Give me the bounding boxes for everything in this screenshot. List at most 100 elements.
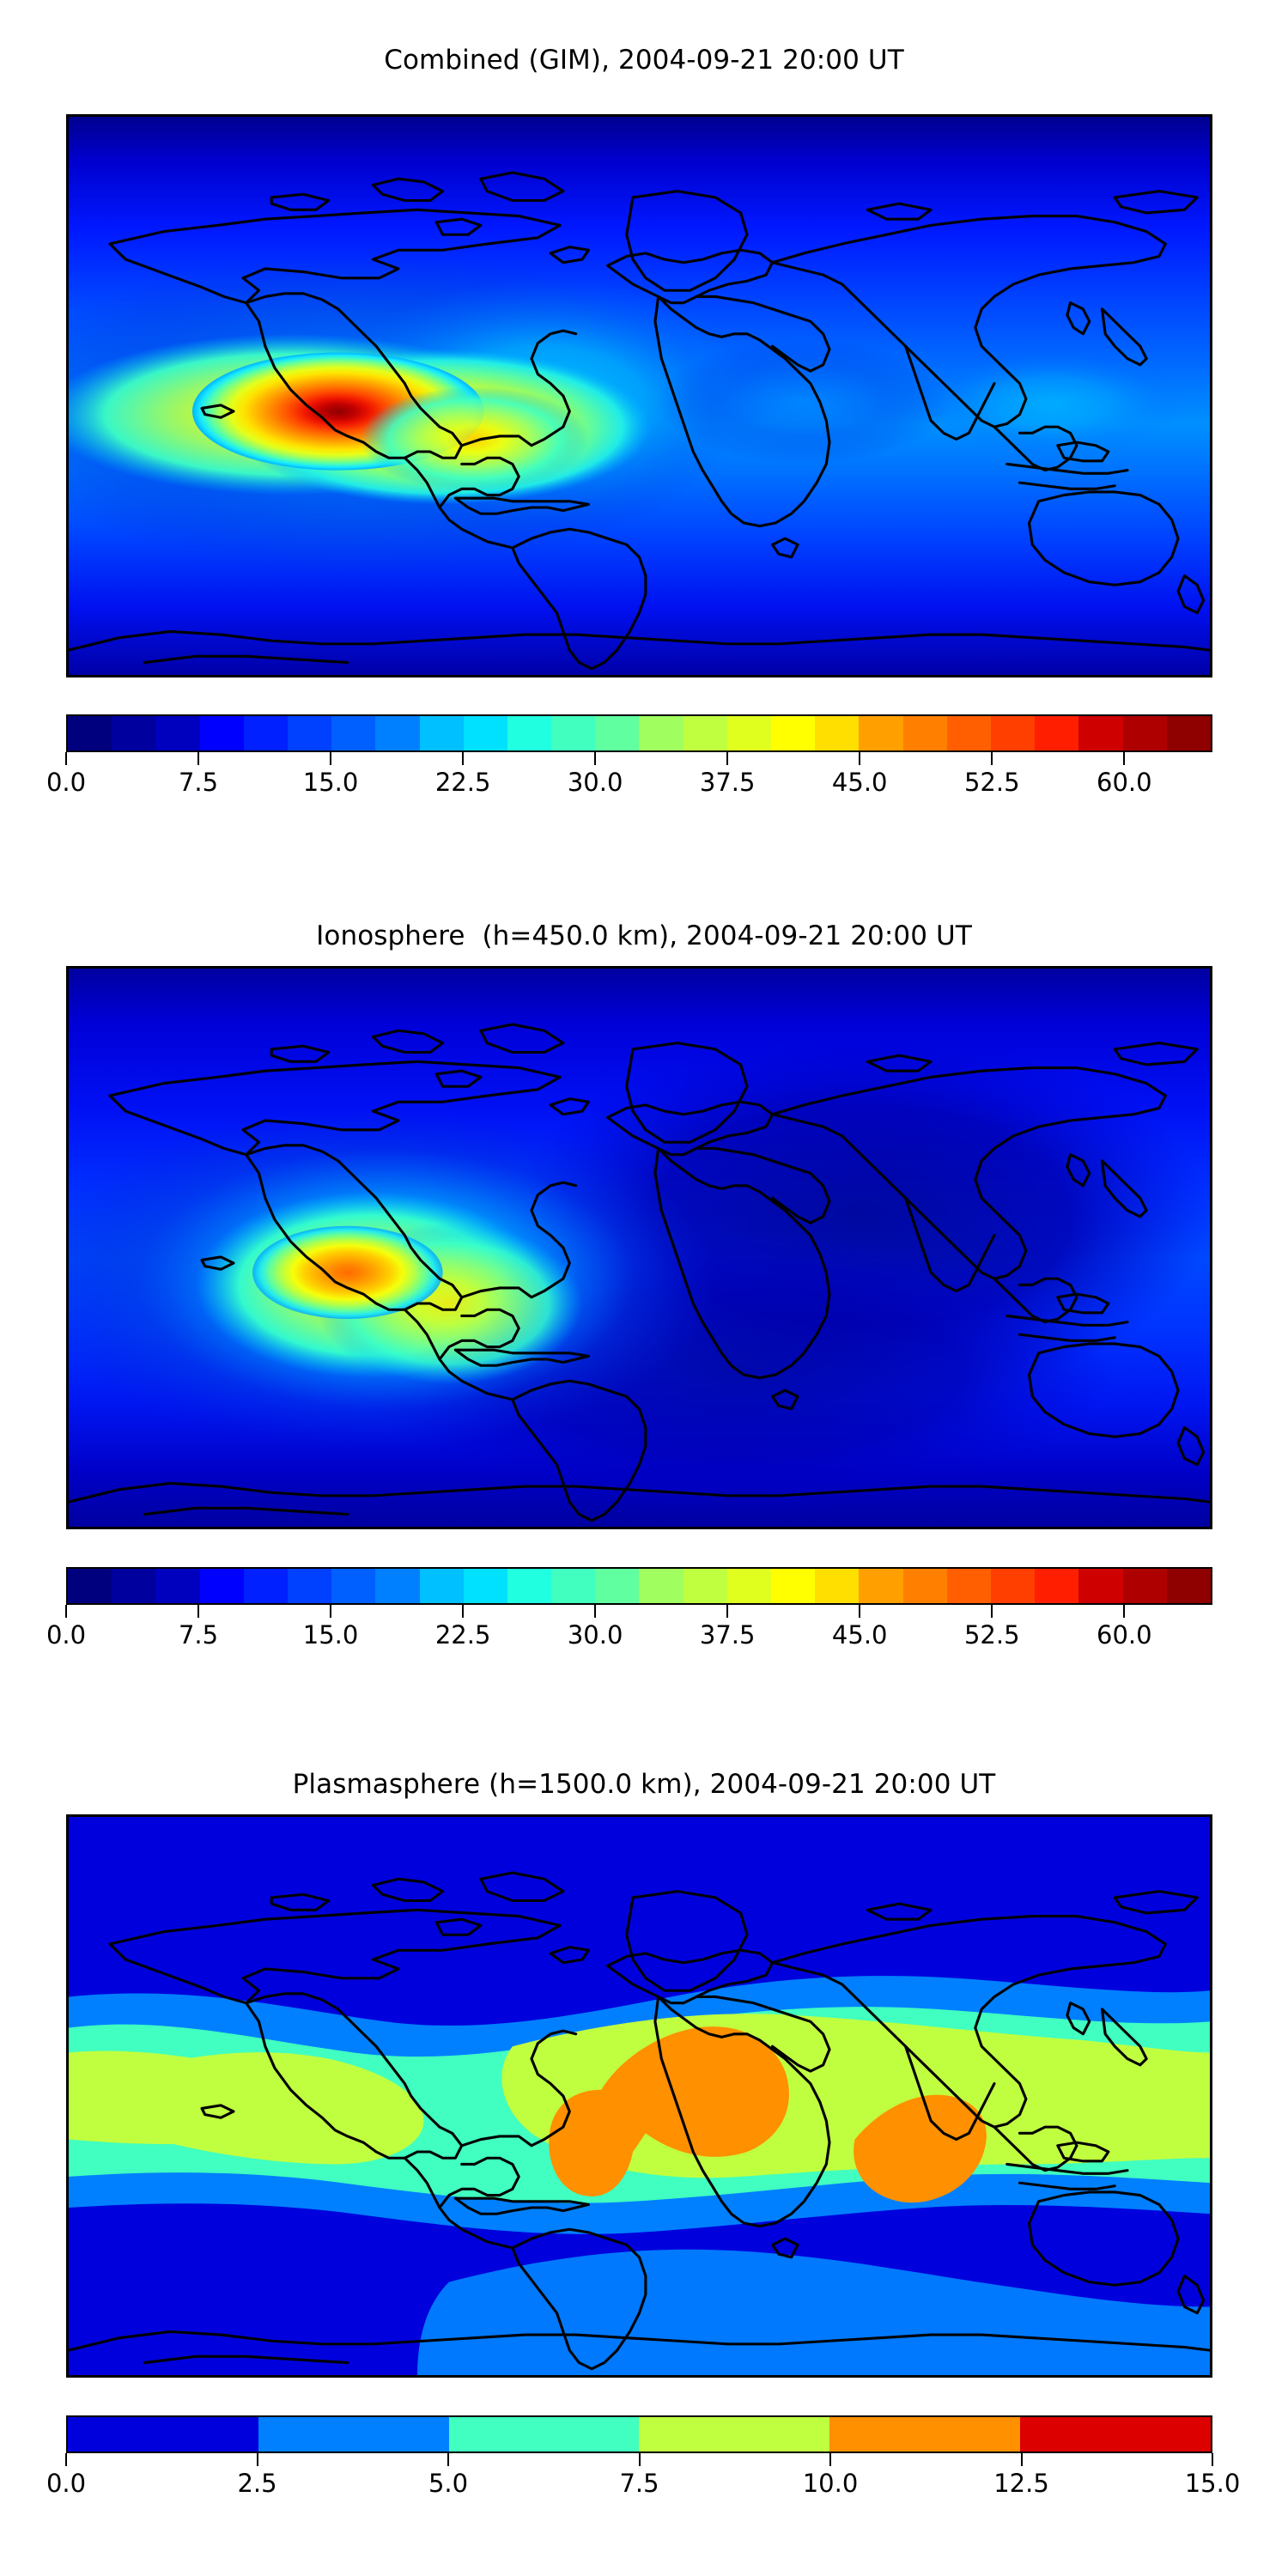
map-ionosphere [66,966,1212,1529]
colorbar-swatch [419,1569,464,1603]
colorbar-ticklabels-combined: 0.0 7.5 15.0 22.5 30.0 37.5 45.0 52.5 60.0 [46,768,1212,802]
colorbar-tick-label: 7.5 [619,2469,659,2498]
colorbar-swatch [859,1569,903,1603]
colorbar-tick [197,752,200,765]
colorbar-ticklabels-plasmasphere: 0.0 2.5 5.0 7.5 10.0 12.5 15.0 [46,2469,1240,2503]
colorbar-swatch [771,1569,816,1603]
colorbar-tick [726,752,729,765]
colorbar-tick-label: 22.5 [434,1620,491,1649]
colorbar-swatch [375,716,420,750]
colorbar-swatch [112,1569,156,1603]
colorbar-tick [829,2453,831,2466]
colorbar-tick [1020,2453,1023,2466]
colorbar-tick-label: 12.5 [993,2469,1049,2498]
colorbar-combined: 0.0 7.5 15.0 22.5 30.0 37.5 45.0 52.5 60.0 [46,714,1212,817]
colorbar-tick-label: 7.5 [178,1620,219,1649]
colorbar-tick [330,1605,332,1618]
colorbar-bands-plasmasphere [66,2415,1212,2453]
colorbar-band [68,2417,258,2451]
colorbar-plasmasphere: 0.0 2.5 5.0 7.5 10.0 12.5 15.0 [46,2415,1240,2518]
coastlines-layer [69,1023,1210,1522]
colorbar-swatch [1035,716,1079,750]
colorbar-swatch [331,716,376,750]
colorbar-tick [594,1605,597,1618]
colorbar-tick [462,752,465,765]
colorbar-tick [65,752,67,765]
colorbar-swatch [287,716,332,750]
colorbar-swatch [946,716,991,750]
colorbar-ticks-combined [65,752,1212,768]
colorbar-tick-label: 52.5 [963,768,1020,797]
colorbar-swatch [946,1569,991,1603]
map-svg-ionosphere [69,969,1210,1527]
colorbar-tick-label: 52.5 [963,1620,1020,1649]
colorbar-swatch [683,1569,727,1603]
panel-combined-gim: Combined (GIM), 2004-09-21 20:00 UT [0,0,1288,884]
colorbar-swatch [507,1569,552,1603]
colorbar-swatch [243,1569,288,1603]
colorbar-swatch [199,716,244,750]
colorbar-swatch [1122,1569,1167,1603]
map-plasmasphere [66,1814,1212,2378]
colorbar-swatch [1166,1569,1211,1603]
colorbar-tick-label: 45.0 [831,1620,888,1649]
colorbar-tick [991,1605,993,1618]
colorbar-tick-label: 60.0 [1097,1620,1152,1649]
colorbar-band [448,2417,640,2451]
colorbar-band [639,2417,830,2451]
colorbar-tick [1123,1605,1126,1618]
colorbar-tick-label: 2.5 [237,2469,277,2498]
colorbar-band [829,2417,1021,2451]
colorbar-ticks-ionosphere [65,1605,1212,1620]
colorbar-tick [65,2453,67,2466]
colorbar-tick-label: 30.0 [567,1620,623,1649]
colorbar-gradient-ionosphere [66,1567,1212,1605]
colorbar-swatch [815,1569,860,1603]
coastlines-layer [69,1871,1210,2371]
colorbar-swatch [375,1569,420,1603]
colorbar-swatch [243,716,288,750]
colorbar-swatch [112,716,156,750]
colorbar-tick [462,1605,465,1618]
colorbar-swatch [726,716,771,750]
colorbar-tick [197,1605,200,1618]
colorbar-tick-label: 60.0 [1097,768,1152,797]
colorbar-tick-label: 15.0 [302,1620,359,1649]
colorbar-tick-label: 45.0 [831,768,888,797]
colorbar-tick-label: 0.0 [46,1620,87,1649]
colorbar-tick-label: 37.5 [699,768,756,797]
colorbar-ionosphere: 0.0 7.5 15.0 22.5 30.0 37.5 45.0 52.5 60.0 [46,1567,1212,1670]
colorbar-tick [447,2453,449,2466]
colorbar-swatch [507,716,552,750]
colorbar-band [1020,2417,1211,2451]
colorbar-tick-label: 5.0 [428,2469,469,2498]
colorbar-tick-label: 7.5 [178,768,219,797]
colorbar-tick [859,1605,861,1618]
colorbar-tick-label: 0.0 [46,2469,87,2498]
panel-title-combined: Combined (GIM), 2004-09-21 20:00 UT [384,45,904,76]
colorbar-tick [256,2453,258,2466]
colorbar-swatch [639,716,683,750]
colorbar-tick [1123,752,1126,765]
colorbar-swatch [155,716,200,750]
colorbar-tick [65,1605,67,1618]
coastlines-layer [69,171,1210,671]
colorbar-swatch [1035,1569,1079,1603]
colorbar-tick-label: 15.0 [1184,2469,1241,2498]
colorbar-tick-label: 15.0 [302,768,359,797]
colorbar-swatch [1078,716,1123,750]
colorbar-swatch [551,716,596,750]
colorbar-tick [594,752,597,765]
colorbar-swatch [771,716,816,750]
colorbar-swatch [551,1569,596,1603]
colorbar-swatch [68,1569,112,1603]
panel-plasmasphere: Plasmasphere (h=1500.0 km), 2004-09-21 2… [0,1735,1288,2576]
colorbar-swatch [68,716,112,750]
colorbar-ticks-plasmasphere [65,2453,1213,2469]
panel-title-plasmasphere: Plasmasphere (h=1500.0 km), 2004-09-21 2… [292,1769,996,1800]
colorbar-swatch [155,1569,200,1603]
colorbar-tick-label: 0.0 [46,768,87,797]
colorbar-swatch [1166,716,1211,750]
map-svg-plasmasphere [69,1817,1210,2375]
colorbar-swatch [726,1569,771,1603]
